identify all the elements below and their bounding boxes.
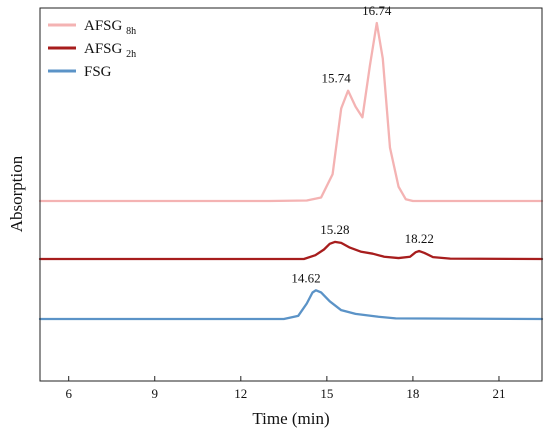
peak-label-fsg-1: 14.62 bbox=[291, 270, 320, 285]
tick-layer: 6 9 12 15 18 21 bbox=[65, 376, 505, 401]
x-tick-label-6: 6 bbox=[65, 386, 72, 401]
plot-frame bbox=[39, 7, 543, 382]
legend-label-afsg8h-sub: 8h bbox=[126, 26, 136, 37]
y-axis-label: Absorption bbox=[7, 155, 26, 232]
annotation-layer: 15.74 16.74 15.28 18.22 14.62 bbox=[291, 3, 434, 285]
legend-text-afsg8h: AFSG 8h bbox=[84, 18, 136, 37]
x-tick-label-15: 15 bbox=[320, 386, 333, 401]
peak-label-afsg8h-2: 16.74 bbox=[362, 3, 392, 18]
x-tick-label-9: 9 bbox=[151, 386, 158, 401]
legend: AFSG 8h AFSG 2h FSG bbox=[48, 18, 136, 80]
x-axis-label: Time (min) bbox=[252, 409, 329, 428]
peak-label-afsg2h-1: 15.28 bbox=[320, 222, 349, 237]
legend-label-afsg2h-sub: 2h bbox=[126, 49, 136, 60]
series-line-afsg8h bbox=[38, 21, 544, 203]
series-line-afsg2h bbox=[38, 240, 544, 261]
series-line-fsg bbox=[38, 289, 544, 321]
legend-text-afsg2h: AFSG 2h bbox=[84, 41, 136, 60]
legend-label-afsg2h-base: AFSG bbox=[84, 41, 123, 57]
peak-label-afsg2h-2: 18.22 bbox=[405, 231, 434, 246]
x-tick-label-21: 21 bbox=[492, 386, 505, 401]
x-tick-label-18: 18 bbox=[406, 386, 419, 401]
legend-text-fsg: FSG bbox=[84, 64, 112, 80]
peak-label-afsg8h-1: 15.74 bbox=[321, 71, 351, 86]
legend-label-afsg8h-base: AFSG bbox=[84, 18, 123, 34]
series-layer bbox=[38, 21, 544, 321]
x-tick-label-12: 12 bbox=[234, 386, 247, 401]
legend-label-fsg-base: FSG bbox=[84, 64, 112, 80]
